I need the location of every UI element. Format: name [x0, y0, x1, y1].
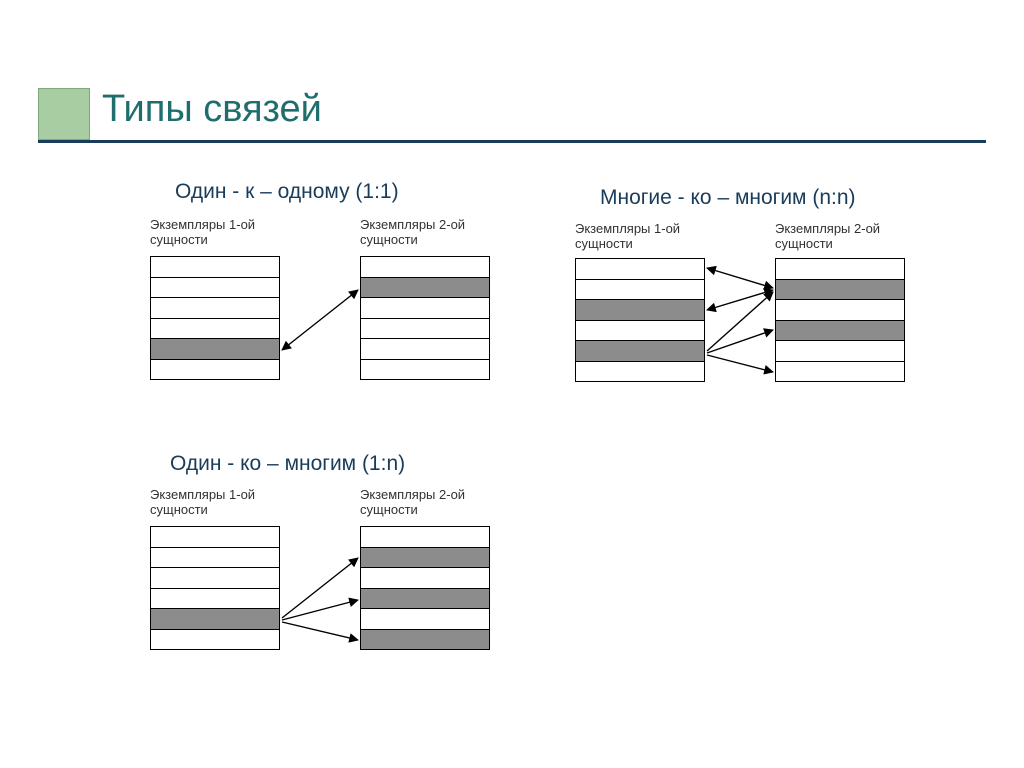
entity-row — [361, 527, 489, 548]
relation-arrow — [707, 290, 773, 310]
one-to-many-left-stack — [150, 526, 280, 650]
entity-row — [151, 257, 279, 278]
entity-row — [361, 257, 489, 278]
relation-arrow — [707, 330, 773, 353]
entity-row — [151, 360, 279, 380]
one-to-many-right-stack — [360, 526, 490, 650]
entity-row — [776, 300, 904, 321]
entity-row — [361, 339, 489, 360]
entity-row — [151, 319, 279, 340]
relation-arrow — [282, 558, 358, 618]
one-to-one-left-label: Экземпляры 1-ой сущности — [150, 218, 290, 248]
entity-row — [776, 259, 904, 280]
relation-arrow — [282, 622, 358, 640]
entity-row — [151, 609, 279, 630]
one-to-one-left-stack — [150, 256, 280, 380]
entity-row — [776, 362, 904, 382]
entity-row — [576, 321, 704, 342]
accent-square-icon — [38, 88, 90, 140]
entity-row — [576, 341, 704, 362]
entity-row — [361, 568, 489, 589]
entity-row — [776, 321, 904, 342]
entity-row — [151, 589, 279, 610]
entity-row — [361, 298, 489, 319]
section-one-to-one-title: Один - к – одному (1:1) — [175, 180, 399, 204]
entity-row — [576, 259, 704, 280]
one-to-one-right-label: Экземпляры 2-ой сущности — [360, 218, 500, 248]
many-to-many-left-label: Экземпляры 1-ой сущности — [575, 222, 695, 252]
entity-row — [361, 319, 489, 340]
relation-arrow — [707, 292, 773, 351]
entity-row — [776, 341, 904, 362]
entity-row — [361, 609, 489, 630]
entity-row — [151, 568, 279, 589]
entity-row — [576, 362, 704, 382]
one-to-one-right-stack — [360, 256, 490, 380]
entity-row — [151, 548, 279, 569]
slide: Типы связей Один - к – одному (1:1) Экзе… — [0, 0, 1024, 768]
many-to-many-right-label: Экземпляры 2-ой сущности — [775, 222, 895, 252]
one-to-many-right-label: Экземпляры 2-ой сущности — [360, 488, 500, 518]
one-to-many-left-label: Экземпляры 1-ой сущности — [150, 488, 290, 518]
section-one-to-many-title: Один - ко – многим (1:n) — [170, 452, 405, 476]
entity-row — [361, 360, 489, 380]
slide-title: Типы связей — [102, 88, 322, 131]
title-underline — [38, 140, 986, 143]
entity-row — [151, 527, 279, 548]
entity-row — [151, 278, 279, 299]
relation-arrow — [282, 600, 358, 620]
entity-row — [361, 589, 489, 610]
entity-row — [361, 278, 489, 299]
entity-row — [361, 548, 489, 569]
many-to-many-right-stack — [775, 258, 905, 382]
relation-arrow — [707, 268, 773, 288]
relation-arrow — [707, 355, 773, 372]
entity-row — [151, 339, 279, 360]
entity-row — [151, 298, 279, 319]
many-to-many-left-stack — [575, 258, 705, 382]
entity-row — [776, 280, 904, 301]
relation-arrow — [282, 290, 358, 350]
entity-row — [151, 630, 279, 650]
entity-row — [576, 300, 704, 321]
entity-row — [576, 280, 704, 301]
entity-row — [361, 630, 489, 650]
section-many-to-many-title: Многие - ко – многим (n:n) — [600, 186, 856, 210]
